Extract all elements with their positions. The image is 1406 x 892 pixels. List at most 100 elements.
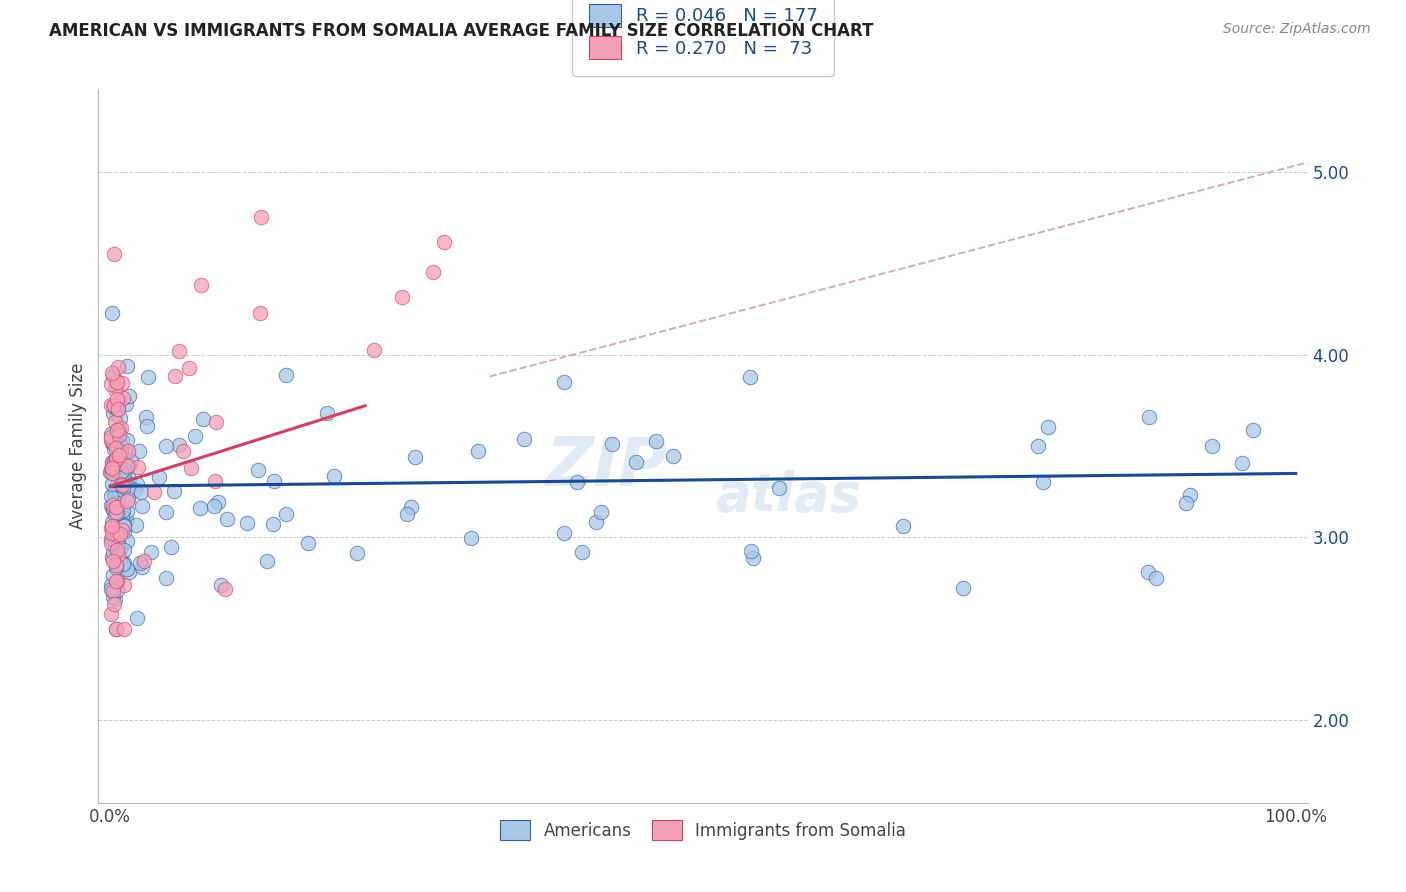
Point [101, 545, 124, 559]
Point [101, 554, 124, 568]
Point [101, 590, 124, 604]
Point [105, 528, 128, 542]
Point [565, 475, 588, 489]
Point [108, 527, 131, 541]
Point [131, 499, 153, 513]
Point [115, 359, 138, 373]
Point [120, 454, 142, 468]
Point [114, 524, 136, 539]
Point [105, 574, 128, 588]
Point [107, 359, 129, 374]
Point [108, 552, 131, 566]
Point [103, 398, 125, 412]
Point [101, 399, 124, 413]
Point [104, 622, 127, 636]
Point [112, 518, 135, 533]
Point [118, 472, 141, 486]
Point [104, 401, 127, 415]
Point [107, 538, 129, 552]
Point [108, 440, 131, 454]
Point [1241, 423, 1264, 437]
Point [155, 439, 177, 453]
Point [105, 543, 128, 558]
Point [101, 462, 124, 476]
Point [100, 526, 122, 541]
Point [247, 463, 270, 477]
Point [105, 442, 128, 456]
Point [107, 431, 129, 445]
Point [163, 368, 186, 383]
Point [108, 422, 131, 436]
Point [117, 494, 139, 508]
Point [110, 445, 132, 459]
Point [115, 458, 138, 473]
Point [129, 556, 152, 570]
Point [105, 405, 128, 419]
Point [180, 461, 202, 475]
Point [391, 290, 413, 304]
Point [404, 450, 426, 464]
Point [112, 557, 135, 571]
Point [467, 443, 489, 458]
Point [1026, 439, 1049, 453]
Point [108, 542, 131, 557]
Point [103, 456, 125, 470]
Point [100, 462, 122, 476]
Point [103, 406, 125, 420]
Point [112, 622, 135, 636]
Point [188, 501, 211, 516]
Point [263, 474, 285, 488]
Point [100, 433, 122, 447]
Point [163, 484, 186, 499]
Point [112, 469, 135, 483]
Point [112, 474, 135, 488]
Point [100, 430, 122, 444]
Point [101, 456, 124, 470]
Point [112, 463, 135, 477]
Point [101, 477, 124, 491]
Point [112, 578, 135, 592]
Point [1136, 565, 1159, 579]
Point [104, 519, 127, 533]
Point [105, 500, 128, 514]
Point [105, 491, 128, 506]
Point [105, 439, 128, 453]
Point [103, 487, 125, 501]
Point [98, 465, 121, 479]
Legend: Americans, Immigrants from Somalia: Americans, Immigrants from Somalia [492, 812, 914, 848]
Point [110, 420, 132, 434]
Point [553, 375, 575, 389]
Point [645, 434, 668, 448]
Point [768, 481, 790, 495]
Point [112, 519, 135, 533]
Point [346, 546, 368, 560]
Point [111, 503, 134, 517]
Point [107, 423, 129, 437]
Point [117, 389, 139, 403]
Point [107, 548, 129, 562]
Point [100, 377, 122, 392]
Point [103, 531, 125, 545]
Point [110, 477, 132, 491]
Point [100, 427, 122, 442]
Point [103, 502, 125, 516]
Point [235, 516, 257, 531]
Point [105, 527, 128, 541]
Point [100, 306, 122, 320]
Point [100, 455, 122, 469]
Point [107, 401, 129, 416]
Point [100, 578, 122, 592]
Point [103, 597, 125, 611]
Point [103, 486, 125, 500]
Point [100, 520, 122, 534]
Point [115, 433, 138, 447]
Point [104, 496, 127, 510]
Point [104, 479, 127, 493]
Point [129, 484, 152, 499]
Point [274, 508, 297, 522]
Point [101, 499, 124, 513]
Point [135, 410, 157, 425]
Point [103, 382, 125, 396]
Point [101, 584, 124, 599]
Point [184, 428, 207, 442]
